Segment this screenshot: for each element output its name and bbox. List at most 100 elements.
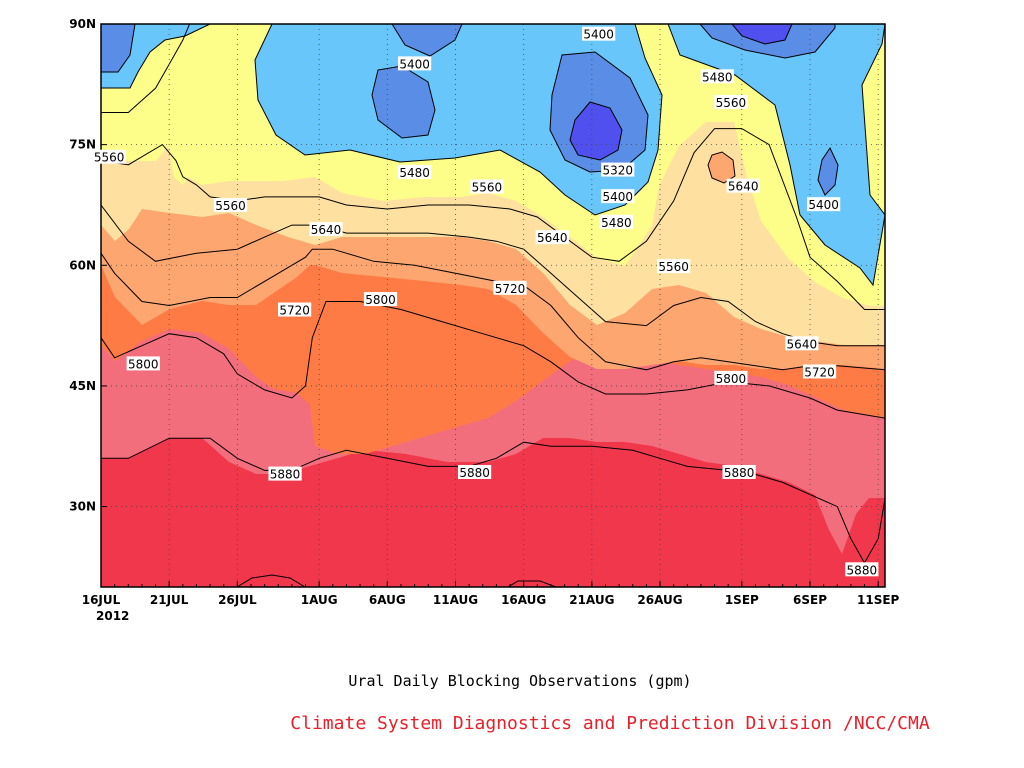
contour-line bbox=[699, 24, 836, 59]
contour-label-bg bbox=[309, 222, 343, 237]
contour-label: 5480 bbox=[399, 166, 430, 180]
contour-label: 5880 bbox=[270, 468, 301, 482]
contour-label: 5400 bbox=[808, 198, 839, 212]
contour-label-bg bbox=[601, 162, 635, 177]
contour-fill-layer bbox=[101, 24, 885, 587]
contour-label-bg bbox=[657, 259, 691, 274]
x-tick-label: 6SEP bbox=[793, 593, 827, 607]
x-tick-label: 26AUG bbox=[637, 593, 682, 607]
contour-label: 5720 bbox=[279, 304, 310, 318]
contour-label-bg bbox=[268, 466, 302, 481]
contour-line bbox=[569, 101, 623, 161]
contour-label: 5640 bbox=[728, 180, 759, 194]
contour-label-bg bbox=[599, 214, 633, 229]
contour-label: 5880 bbox=[724, 466, 755, 480]
x-tick-label: 1AUG bbox=[301, 593, 338, 607]
y-tick-label: 75N bbox=[69, 138, 96, 152]
contour-label: 5560 bbox=[215, 199, 246, 213]
contour-label-bg bbox=[92, 149, 126, 164]
band-5320-5400 bbox=[372, 66, 435, 138]
band-below-5320 bbox=[732, 24, 792, 44]
chart-title: Ural Daily Blocking Observations (gpm) bbox=[348, 672, 692, 690]
contour-label: 5560 bbox=[716, 96, 747, 110]
contour-label: 5640 bbox=[311, 223, 342, 237]
contour-label-bg bbox=[398, 56, 432, 71]
band-5320-5400 bbox=[101, 24, 135, 72]
contour-label-bg bbox=[722, 464, 756, 479]
x-tick-label: 26JUL bbox=[218, 593, 257, 607]
contour-label-bg bbox=[363, 292, 398, 307]
band-5400-5480 bbox=[668, 24, 885, 285]
contour-label: 5560 bbox=[94, 151, 125, 165]
contour-line bbox=[391, 24, 463, 57]
contour-label: 5480 bbox=[702, 70, 733, 84]
contour-line-5560 bbox=[101, 128, 885, 310]
contour-label-bg bbox=[785, 336, 819, 351]
contour-label: 5640 bbox=[787, 337, 818, 351]
contour-line bbox=[254, 24, 663, 216]
contour-label: 5800 bbox=[128, 357, 159, 371]
contour-line-5480 bbox=[101, 24, 191, 113]
contour-label: 5640 bbox=[537, 231, 568, 245]
band-5320-5400 bbox=[818, 148, 838, 195]
band-5320-5400 bbox=[392, 24, 462, 56]
contour-label: 5400 bbox=[602, 190, 633, 204]
x-tick-label: 21AUG bbox=[569, 593, 614, 607]
contour-line bbox=[101, 24, 211, 89]
chart-credit: Climate System Diagnostics and Predictio… bbox=[290, 713, 930, 734]
contour-label: 5800 bbox=[716, 372, 747, 386]
contour-line bbox=[667, 24, 885, 287]
y-tick-label: 45N bbox=[69, 379, 96, 393]
contour-label: 5880 bbox=[459, 466, 490, 480]
contour-label-bg bbox=[278, 302, 312, 317]
contour-label-bg bbox=[582, 26, 616, 41]
contour-label: 5880 bbox=[847, 563, 878, 577]
contour-line bbox=[861, 24, 885, 216]
contour-line bbox=[507, 580, 557, 587]
x-axis-year-label: 2012 bbox=[96, 609, 129, 623]
contour-label: 5560 bbox=[472, 180, 503, 194]
contour-line-5880 bbox=[101, 437, 885, 564]
axis-ticks: 16JUL 21JUL 26JUL 1AUG 6AUG 11AUG 16AUG 21AUG 26… bbox=[69, 17, 899, 607]
contour-label-bg bbox=[535, 230, 569, 245]
contour-label: 5400 bbox=[583, 28, 614, 42]
contour-labels: 5560 5560 5640 5720 5800 5800 5880 5880 5880 5880… bbox=[92, 26, 879, 577]
x-tick-label: 21JUL bbox=[150, 593, 189, 607]
plot-frame bbox=[100, 23, 886, 588]
contour-label-bg bbox=[714, 370, 748, 385]
contour-label-bg bbox=[398, 164, 432, 179]
contour-label: 5480 bbox=[601, 216, 632, 230]
y-tick-label: 90N bbox=[69, 17, 96, 31]
contour-label-bg bbox=[714, 95, 748, 110]
contour-line bbox=[101, 24, 136, 73]
contour-label: 5720 bbox=[804, 365, 835, 379]
y-tick-label: 30N bbox=[69, 500, 96, 514]
x-tick-label: 1SEP bbox=[725, 593, 759, 607]
contour-line bbox=[236, 574, 306, 587]
contour-line-5640 bbox=[101, 204, 885, 347]
contour-label-bg bbox=[470, 179, 504, 194]
contour-label: 5400 bbox=[399, 57, 430, 71]
contour-label: 5560 bbox=[658, 260, 689, 274]
grid bbox=[101, 24, 885, 587]
x-tick-label: 6AUG bbox=[369, 593, 406, 607]
contour-label-bg bbox=[807, 197, 841, 212]
band-below-5320 bbox=[570, 102, 622, 160]
y-tick-label: 60N bbox=[69, 258, 96, 272]
closed-contours bbox=[101, 24, 885, 587]
contour-label-bg bbox=[493, 280, 527, 295]
contour-label-bg bbox=[601, 189, 635, 204]
contour-label-bg bbox=[213, 197, 248, 212]
contour-label-bg bbox=[457, 464, 492, 479]
x-tick-label: 16JUL bbox=[82, 593, 121, 607]
x-tick-label: 16AUG bbox=[501, 593, 546, 607]
contour-line bbox=[731, 24, 793, 45]
x-tick-label: 11SEP bbox=[857, 593, 900, 607]
contour-label: 5320 bbox=[602, 164, 633, 178]
contour-label: 5800 bbox=[365, 293, 396, 307]
contour-label-bg bbox=[726, 178, 760, 193]
contour-label-bg bbox=[845, 562, 879, 577]
contour-label: 5720 bbox=[495, 282, 526, 296]
x-tick-label: 11AUG bbox=[433, 593, 478, 607]
